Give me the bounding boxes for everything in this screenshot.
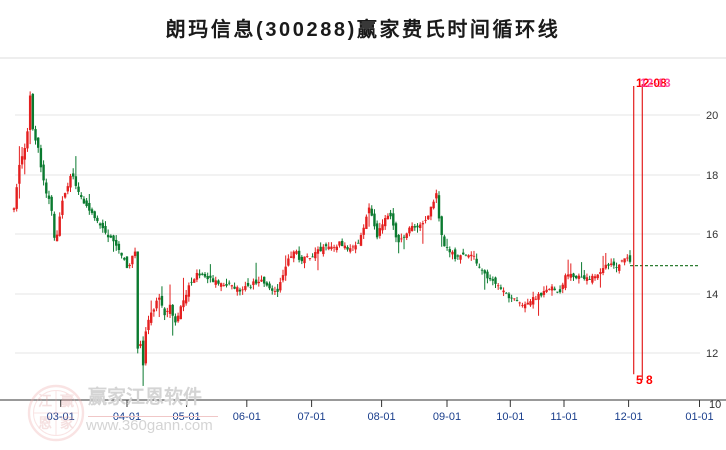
- svg-text:08-01: 08-01: [368, 411, 396, 423]
- svg-text:20: 20: [706, 110, 718, 122]
- svg-text:5: 5: [636, 373, 643, 387]
- svg-text:8: 8: [646, 373, 653, 387]
- svg-text:01-01: 01-01: [685, 411, 713, 423]
- svg-text:07-01: 07-01: [298, 411, 326, 423]
- svg-text:14: 14: [706, 289, 718, 301]
- svg-text:12: 12: [706, 348, 718, 360]
- svg-text:03-01: 03-01: [47, 411, 75, 423]
- svg-text:04-01: 04-01: [113, 411, 141, 423]
- svg-text:12-01: 12-01: [615, 411, 643, 423]
- svg-text:10: 10: [709, 399, 721, 411]
- svg-text:10-01: 10-01: [496, 411, 524, 423]
- svg-text:16: 16: [706, 229, 718, 241]
- svg-text:06-01: 06-01: [233, 411, 261, 423]
- svg-text:11-01: 11-01: [550, 411, 577, 423]
- svg-text:05-01: 05-01: [173, 411, 201, 423]
- svg-text:09-01: 09-01: [433, 411, 461, 423]
- svg-text:18: 18: [706, 170, 718, 182]
- svg-text:12-13: 12-13: [640, 76, 671, 90]
